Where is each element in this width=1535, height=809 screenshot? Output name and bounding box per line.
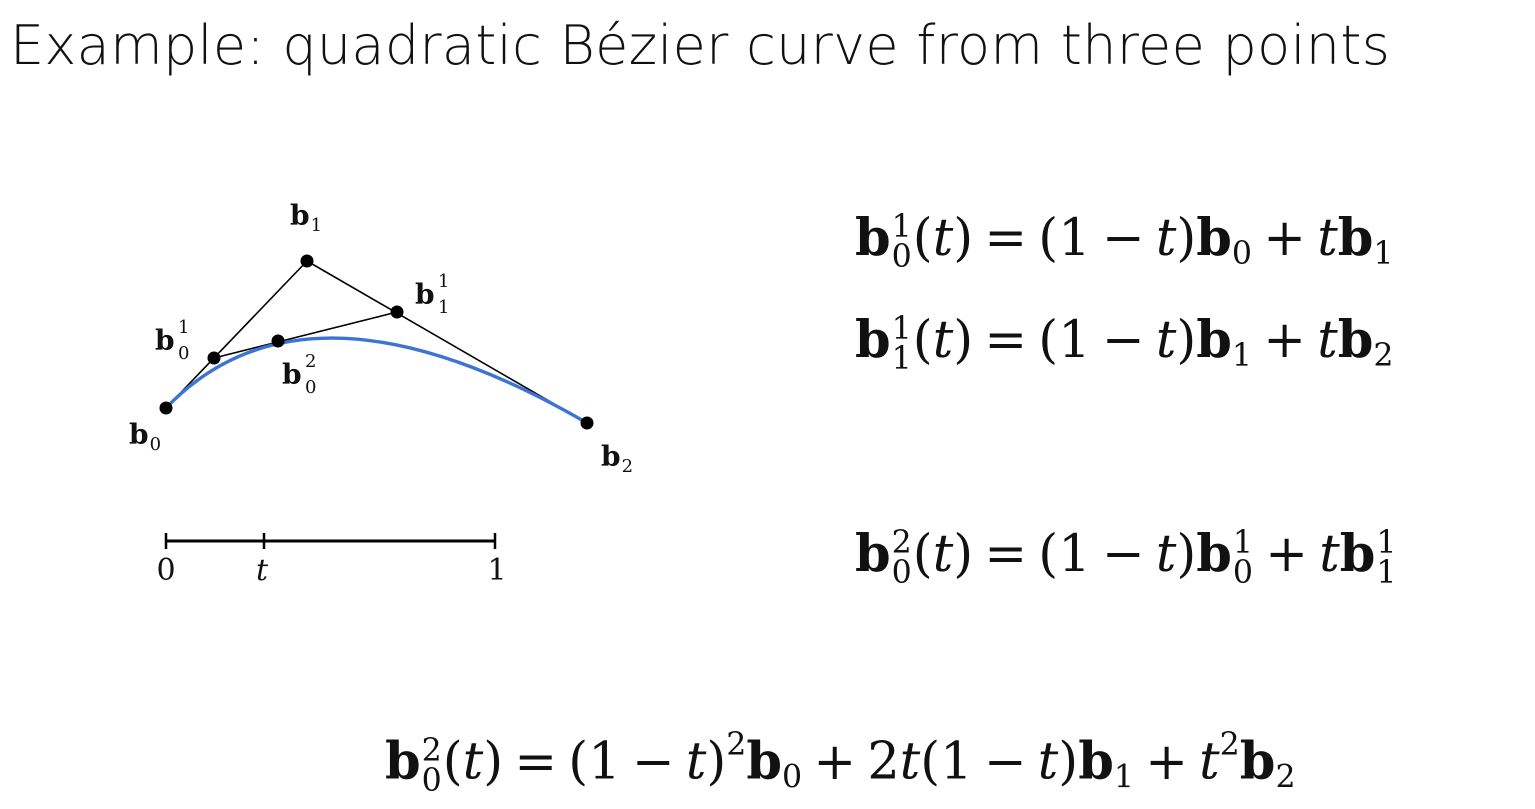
eq-t: t (1319, 525, 1340, 585)
eq-one: 1 (1058, 209, 1091, 269)
eq-sub: 0 (421, 762, 442, 799)
eq-t: t (932, 525, 954, 585)
eq-t: t (1199, 732, 1220, 792)
eq-sub: 0 (891, 555, 912, 592)
intermediate-segment (213, 311, 398, 359)
point-b01 (207, 351, 221, 365)
eq-one: 1 (1058, 525, 1091, 585)
label-b02-scripts: 2 0 (305, 351, 322, 398)
eq-sub: 1 (1376, 555, 1397, 592)
eq-t: t (1317, 311, 1338, 371)
eq-sup: 1 (891, 209, 912, 245)
control-segment-b0-b1 (165, 260, 308, 409)
eq-t: t (1155, 525, 1177, 585)
eq-t: t (932, 209, 954, 269)
eq-symbol: b (855, 208, 891, 269)
bezier-curve (164, 336, 588, 425)
eq-sub: 0 (1232, 555, 1254, 592)
label-b01-scripts: 1 0 (178, 317, 195, 364)
eq-sup: 1 (891, 311, 912, 347)
eq-sub: 1 (1373, 235, 1394, 272)
eq-sub: 1 (891, 341, 912, 378)
eq-two: 2 (867, 732, 900, 792)
label-b2: b2 (601, 440, 633, 477)
eq-one: 1 (1058, 311, 1091, 371)
eq-t: t (1155, 311, 1177, 371)
eq-t: t (1037, 732, 1059, 792)
point-b11 (390, 305, 404, 319)
eq-one: 1 (588, 732, 621, 792)
eq-t: t (1155, 209, 1177, 269)
label-b0: b0 (129, 418, 161, 455)
eq-sub: 0 (782, 759, 803, 796)
eq-sup: 2 (891, 525, 912, 561)
eq-sub: 0 (891, 239, 912, 276)
equation-b01: b 1 0 (t) = (1− t)b0 + tb1 (855, 208, 1394, 276)
label-b01: b (155, 324, 175, 357)
equation-expanded: b 2 0 (t) = (1− t)2b0 +2t(1− t)b1 + t2b2 (385, 727, 1296, 799)
eq-sub: 1 (1231, 337, 1253, 374)
label-b11-scripts: 1 1 (438, 271, 455, 318)
eq-sub: 2 (1373, 337, 1394, 374)
eq-t: t (462, 732, 484, 792)
eq-sub: 0 (1231, 235, 1253, 272)
point-b2 (580, 416, 594, 430)
tick-label-0: 0 (156, 553, 175, 588)
eq-sup: 2 (421, 732, 442, 769)
equation-b11: b 1 1 (t) = (1− t)b1 + tb2 (855, 310, 1394, 378)
slide-title: Example: quadratic Bézier curve from thr… (10, 14, 1391, 77)
eq-sup: 1 (1376, 525, 1397, 561)
label-b02: b (282, 358, 302, 391)
eq-sup: 2 (1219, 727, 1240, 763)
point-b02 (271, 334, 285, 348)
label-b11: b (415, 278, 435, 311)
eq-t: t (932, 311, 954, 371)
tick-label-1: 1 (487, 553, 506, 588)
eq-sup: 2 (726, 727, 747, 763)
equation-b02: b 2 0 (t) = (1− t)b 1 0 + tb 1 1 (855, 524, 1397, 592)
point-b0 (159, 401, 173, 415)
tick-label-t: t (256, 553, 269, 588)
eq-t: t (1317, 209, 1338, 269)
label-b1: b1 (290, 199, 322, 236)
eq-sub: 2 (1275, 759, 1296, 796)
eq-t: t (685, 732, 707, 792)
eq-sub: 1 (1113, 759, 1134, 796)
point-b1 (300, 254, 314, 268)
eq-sup: 1 (1232, 525, 1254, 561)
eq-t: t (899, 732, 921, 792)
eq-one: 1 (940, 732, 973, 792)
bezier-diagram: b1 b 1 1 b 1 0 b 2 0 b0 b2 0 t 1 (129, 199, 633, 588)
